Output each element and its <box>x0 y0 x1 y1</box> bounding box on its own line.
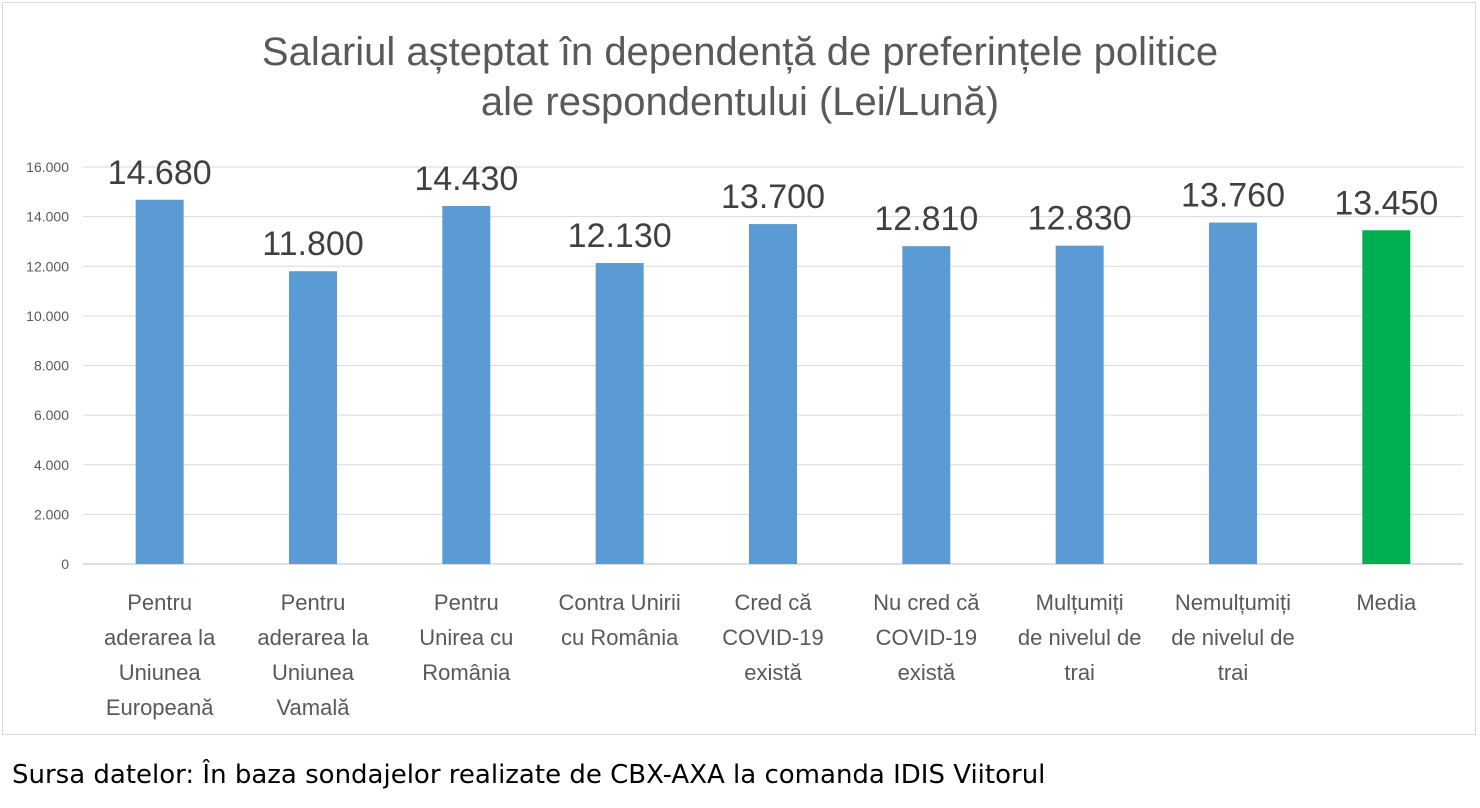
data-label: 14.680 <box>108 154 212 192</box>
bar <box>289 271 337 564</box>
category-label-line: Cred că <box>734 590 812 615</box>
bar <box>1055 245 1104 564</box>
category-label-line: există <box>744 660 802 685</box>
category-label-line: Vamală <box>277 695 351 720</box>
category-label-line: Uniunea <box>119 660 202 685</box>
category-label-line: aderarea la <box>104 625 216 650</box>
category-label: Media <box>1356 590 1417 615</box>
y-tick-label: 8.000 <box>34 358 69 374</box>
data-labels: 14.680 11.800 14.430 12.130 13.700 12.810 12.8… <box>108 154 1439 263</box>
y-tick-label: 12.000 <box>26 258 69 274</box>
data-label: 13.700 <box>721 178 825 216</box>
data-label: 12.810 <box>874 200 978 238</box>
chart-title: Salariul așteptat în dependență de prefe… <box>262 30 1218 124</box>
category-label: Contra Unirii cu România <box>559 590 681 650</box>
source-note: Sursa datelor: În baza sondajelor realiz… <box>12 760 1046 790</box>
y-tick-label: 2.000 <box>34 506 69 522</box>
y-tick-label: 6.000 <box>34 407 69 423</box>
chart-area: Salariul așteptat în dependență de prefe… <box>2 2 1476 735</box>
category-label: Nemulțumiți de nivelul de trai <box>1171 590 1295 685</box>
category-label: Pentru Unirea cu România <box>419 590 513 685</box>
y-axis: 0 2.000 4.000 6.000 8.000 10.000 12.000 14.000 1… <box>26 159 69 572</box>
category-label-line: Uniunea <box>272 660 355 685</box>
category-label-line: aderarea la <box>257 625 369 650</box>
category-label-line: Mulțumiți <box>1036 590 1124 615</box>
y-tick-label: 4.000 <box>34 457 69 473</box>
category-label: Mulțumiți de nivelul de trai <box>1018 590 1142 685</box>
category-label: Cred că COVID-19 există <box>722 590 823 685</box>
category-label-line: cu România <box>561 625 679 650</box>
bar <box>1362 230 1411 564</box>
category-label-line: COVID-19 <box>722 625 823 650</box>
category-label-line: de nivelul de <box>1171 625 1295 650</box>
bar-chart: Salariul așteptat în dependență de prefe… <box>26 30 1463 720</box>
data-label: 12.830 <box>1028 200 1132 238</box>
category-label-line: România <box>422 660 511 685</box>
category-label-line: Unirea cu <box>419 625 513 650</box>
category-label: Pentru aderarea la Uniunea Vamală <box>257 590 369 720</box>
category-label-line: de nivelul de <box>1018 625 1142 650</box>
category-label-line: trai <box>1064 660 1095 685</box>
data-label: 11.800 <box>262 225 363 263</box>
data-label: 13.760 <box>1181 177 1285 215</box>
category-label-line: Media <box>1356 590 1417 615</box>
y-tick-label: 16.000 <box>26 159 69 175</box>
category-label: Pentru aderarea la Uniunea Europeană <box>104 590 216 720</box>
bar <box>1209 222 1257 564</box>
bar <box>135 199 184 564</box>
category-label-line: Pentru <box>281 590 346 615</box>
category-label-line: COVID-19 <box>876 625 977 650</box>
category-label-line: Pentru <box>434 590 499 615</box>
x-axis: Pentru aderarea la Uniunea Europeană Pentru a… <box>104 590 1417 720</box>
y-tick-label: 10.000 <box>26 308 69 324</box>
bars <box>135 199 1411 565</box>
y-tick-label: 14.000 <box>26 209 69 225</box>
data-label: 13.450 <box>1334 184 1438 222</box>
category-label-line: Nemulțumiți <box>1175 590 1291 615</box>
y-tick-label: 0 <box>61 556 69 572</box>
chart-title-line: Salariul așteptat în dependență de prefe… <box>262 30 1218 74</box>
data-label: 12.130 <box>568 217 672 255</box>
category-label-line: Nu cred că <box>873 590 980 615</box>
category-label-line: trai <box>1218 660 1249 685</box>
category-label-line: Pentru <box>127 590 192 615</box>
bar <box>442 205 491 564</box>
category-label: Nu cred că COVID-19 există <box>873 590 980 685</box>
category-label-line: Europeană <box>106 695 214 720</box>
chart-title-line: ale respondentului (Lei/Lună) <box>481 80 999 124</box>
bar <box>902 246 951 565</box>
category-label-line: există <box>898 660 956 685</box>
category-label-line: Contra Unirii <box>559 590 681 615</box>
bar <box>595 263 644 564</box>
data-label: 14.430 <box>414 160 518 198</box>
bar <box>749 224 797 564</box>
